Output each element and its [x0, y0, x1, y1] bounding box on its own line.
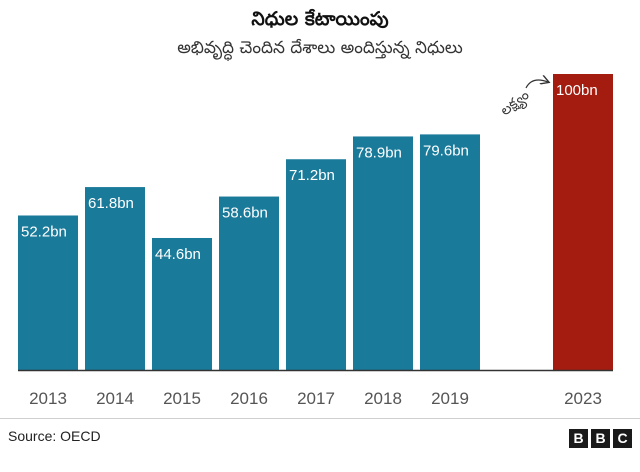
bar-2019 — [420, 134, 480, 370]
source-note: Source: OECD — [8, 428, 101, 444]
bar-value-label: 79.6bn — [423, 142, 469, 159]
footer-divider — [0, 418, 640, 419]
bbc-logo: B B C — [569, 429, 632, 448]
x-tick-label: 2016 — [230, 389, 268, 408]
x-tick-label: 2014 — [96, 389, 134, 408]
logo-letter: C — [613, 429, 632, 448]
bar-value-label: 78.9bn — [356, 144, 402, 161]
chart-subtitle: అభివృద్ధి చెందిన దేశాలు అందిస్తున్న నిధు… — [177, 38, 463, 58]
logo-letter: B — [591, 429, 610, 448]
bar-2017 — [286, 159, 346, 370]
bar-2015 — [152, 237, 212, 370]
annotation-arrow — [525, 80, 548, 89]
bar-value-label: 52.2bn — [21, 223, 67, 240]
bar-value-label: 100bn — [556, 82, 598, 99]
bar-2023 — [553, 74, 613, 370]
x-tick-label: 2017 — [297, 389, 335, 408]
bar-2014 — [85, 187, 145, 370]
bar-value-label: 71.2bn — [289, 167, 335, 184]
bar-2013 — [18, 215, 78, 370]
chart-title: నిధుల కేటాయింపు — [251, 8, 389, 30]
x-tick-label: 2019 — [431, 389, 469, 408]
bar-chart: 52.2bn 61.8bn 44.6bn 58.6bn 71.2bn 78.9bn 79.6… — [18, 74, 613, 408]
bar-2016 — [219, 196, 279, 370]
bar-value-label: 58.6bn — [222, 205, 268, 222]
bar-value-label: 44.6bn — [155, 246, 201, 263]
bar-value-label: 61.8bn — [88, 195, 134, 212]
x-tick-label: 2015 — [163, 389, 201, 408]
x-tick-label: 2023 — [564, 389, 602, 408]
x-tick-label: 2018 — [364, 389, 402, 408]
logo-letter: B — [569, 429, 588, 448]
bar-2018 — [353, 136, 413, 370]
x-tick-label: 2013 — [29, 389, 67, 408]
target-annotation: లక్ష్యం — [498, 87, 535, 121]
